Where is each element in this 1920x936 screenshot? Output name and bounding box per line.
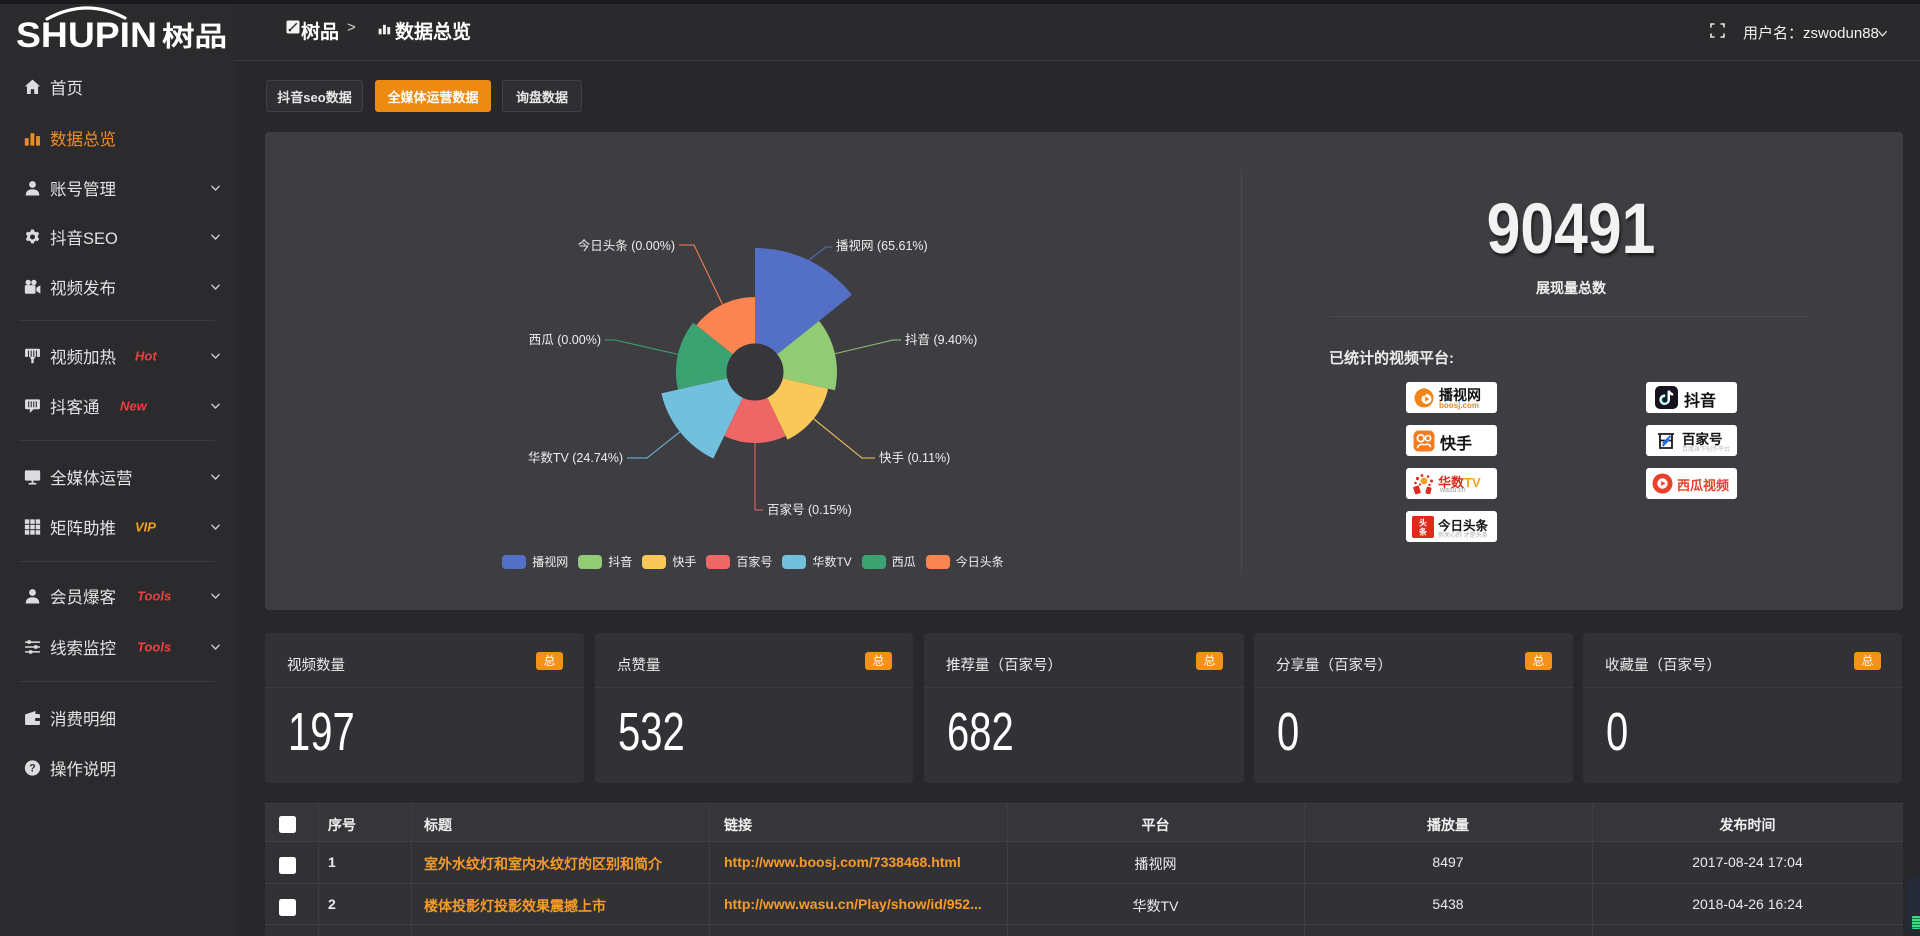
- svg-text:头: 头: [1419, 518, 1427, 528]
- svg-text:?: ?: [29, 763, 35, 775]
- svg-text:百家号 (0.15%): 百家号 (0.15%): [767, 502, 852, 517]
- svg-text:树品: 树品: [162, 22, 227, 52]
- svg-text:播视网 (65.61%): 播视网 (65.61%): [836, 238, 928, 253]
- svg-text:SHUPIN: SHUPIN: [16, 16, 157, 52]
- svg-text:华数TV (24.74%): 华数TV (24.74%): [528, 450, 623, 465]
- svg-text:快手 (0.11%): 快手 (0.11%): [879, 451, 950, 465]
- svg-text:条: 条: [1418, 527, 1428, 537]
- svg-text:今日头条 (0.00%): 今日头条 (0.00%): [578, 238, 675, 253]
- svg-text:西瓜 (0.00%): 西瓜 (0.00%): [529, 333, 601, 347]
- svg-text:抖音 (9.40%): 抖音 (9.40%): [905, 332, 977, 347]
